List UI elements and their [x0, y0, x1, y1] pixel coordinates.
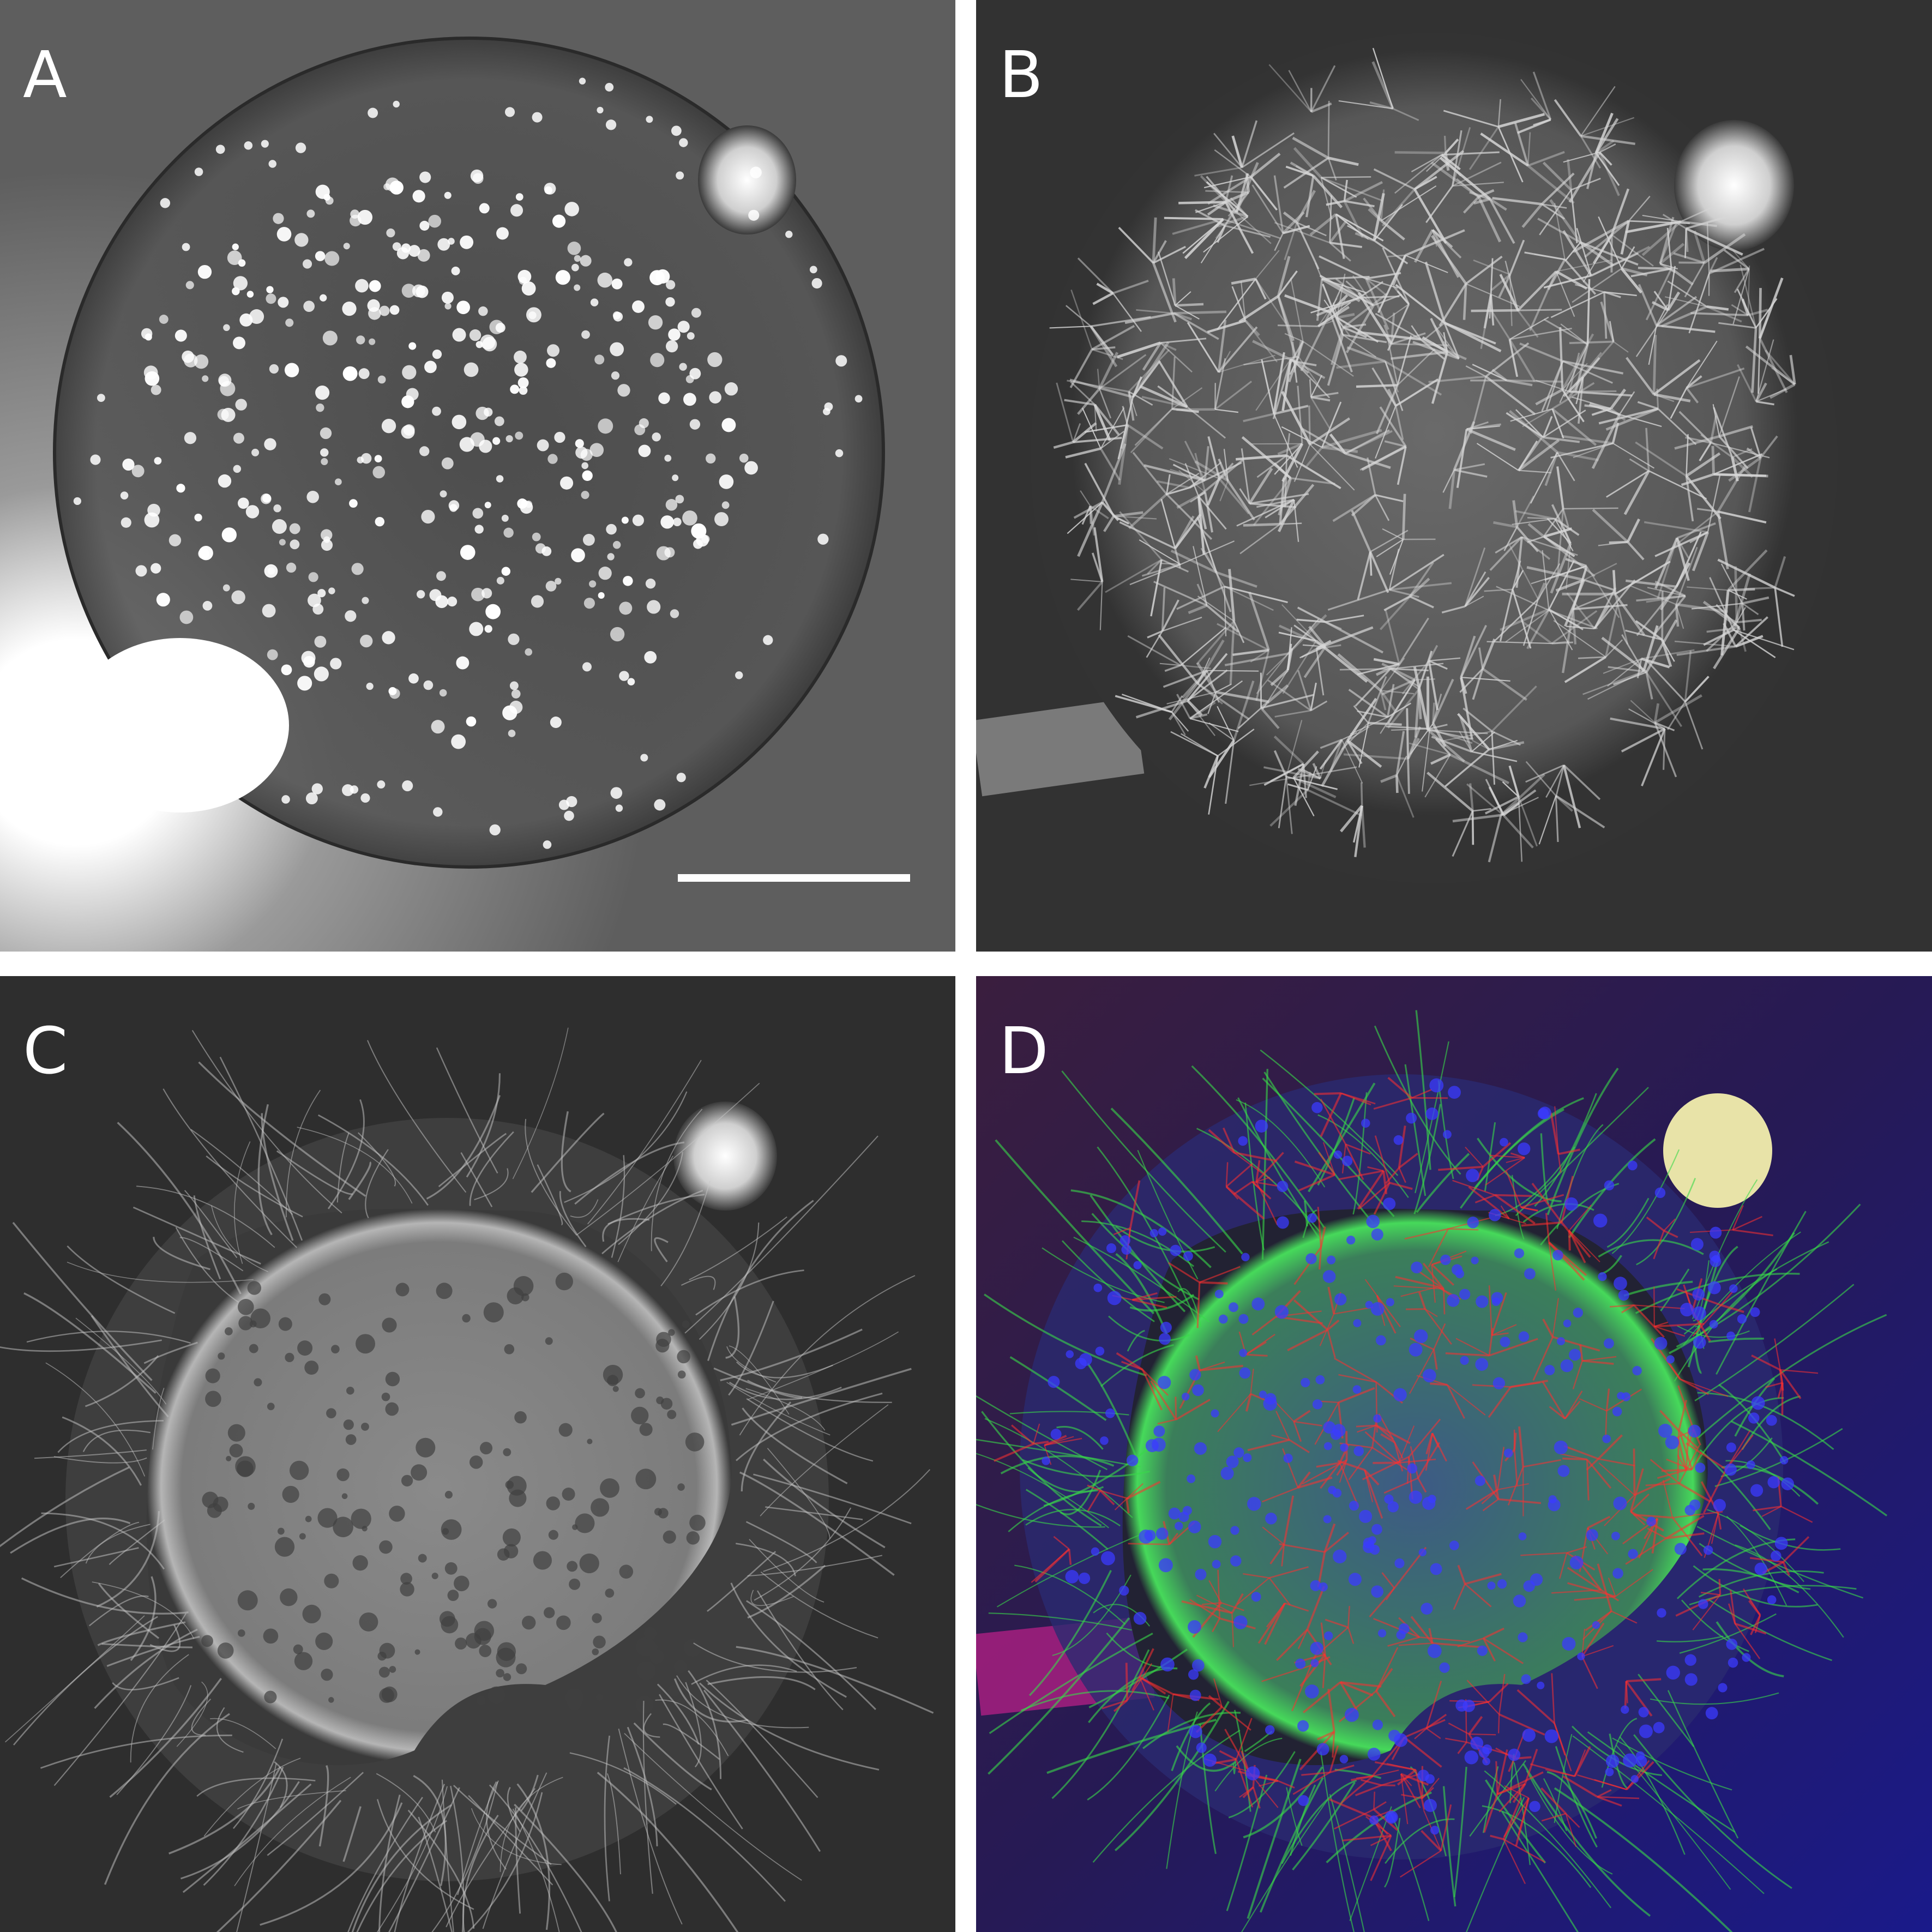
pores [201, 1272, 706, 1714]
panel-label-c: C [23, 1013, 68, 1088]
scale-bar [678, 874, 910, 882]
panel-label-a: A [23, 37, 67, 112]
panel-c: C [0, 976, 955, 1932]
panel-label-d: D [999, 1013, 1049, 1088]
merged-nuclei [1042, 1078, 1794, 1835]
panel-b-micrograph [976, 0, 1932, 952]
astrocyte-processes [1049, 47, 1796, 863]
panel-d: D [976, 976, 1932, 1932]
nuclei-dots [73, 77, 863, 849]
panel-b: B [976, 0, 1932, 952]
panel-d-micrograph [976, 976, 1932, 1932]
panel-c-micrograph [0, 976, 955, 1932]
panel-a: A [0, 0, 955, 952]
neurite-fibers [0, 1027, 934, 1932]
panel-a-micrograph [0, 0, 955, 952]
panel-label-b: B [999, 37, 1043, 112]
